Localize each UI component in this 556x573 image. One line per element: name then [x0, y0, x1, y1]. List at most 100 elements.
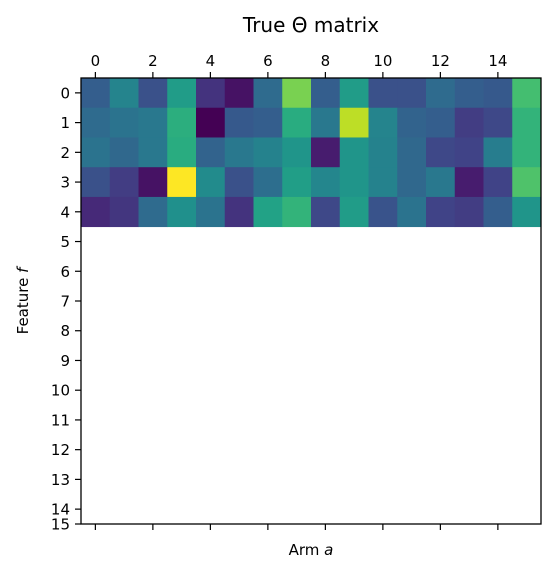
heatmap-cell-f0-a10	[369, 78, 398, 108]
y-tick-label: 9	[60, 352, 70, 370]
heatmap-cell-f0-a8	[311, 78, 340, 108]
y-tick-label: 5	[60, 233, 70, 251]
heatmap-cell-f2-a3	[167, 137, 196, 167]
heatmap-cell-f0-a0	[81, 78, 110, 108]
y-tick-label: 15	[51, 516, 70, 534]
heatmap-cell-f3-a11	[397, 167, 426, 197]
x-tick-label: 2	[148, 52, 158, 70]
heatmap-cell-f2-a6	[254, 137, 283, 167]
heatmap-cell-f1-a12	[426, 108, 455, 138]
heatmap-cell-f3-a5	[225, 167, 254, 197]
heatmap-cell-f1-a5	[225, 108, 254, 138]
heatmap-cell-f2-a14	[484, 137, 513, 167]
heatmap-cell-f2-a2	[139, 137, 168, 167]
heatmap-cell-f2-a15	[512, 137, 541, 167]
chart-title: True Θ matrix	[242, 13, 379, 37]
heatmap-cell-f1-a10	[369, 108, 398, 138]
heatmap-cell-f3-a8	[311, 167, 340, 197]
heatmap-cell-f1-a8	[311, 108, 340, 138]
heatmap-cell-f0-a4	[196, 78, 225, 108]
y-axis-label-prefix: Feature	[14, 273, 32, 334]
heatmap-cell-f1-a6	[254, 108, 283, 138]
heatmap-cell-f3-a2	[139, 167, 168, 197]
y-tick-label: 4	[60, 203, 70, 221]
x-tick-label: 14	[488, 52, 507, 70]
heatmap-cell-f4-a14	[484, 197, 513, 227]
heatmap-cell-f3-a6	[254, 167, 283, 197]
heatmap-cell-f4-a7	[282, 197, 311, 227]
y-tick-label: 3	[60, 174, 70, 192]
x-tick-label: 0	[91, 52, 101, 70]
heatmap-cell-f0-a6	[254, 78, 283, 108]
heatmap-cell-f1-a0	[81, 108, 110, 138]
heatmap-cell-f3-a15	[512, 167, 541, 197]
heatmap-cell-f4-a11	[397, 197, 426, 227]
y-tick-label: 13	[51, 471, 70, 489]
heatmap-cell-f0-a14	[484, 78, 513, 108]
heatmap-cell-f1-a4	[196, 108, 225, 138]
heatmap-cell-f1-a9	[340, 108, 369, 138]
y-tick-label: 6	[60, 263, 70, 281]
heatmap-cell-f1-a13	[455, 108, 484, 138]
heatmap-cell-f4-a2	[139, 197, 168, 227]
heatmap-cell-f3-a13	[455, 167, 484, 197]
y-axis-label-var: f	[14, 265, 32, 273]
heatmap-cell-f0-a9	[340, 78, 369, 108]
y-tick-label: 1	[60, 114, 70, 132]
heatmap-cell-f2-a7	[282, 137, 311, 167]
heatmap-cell-f0-a3	[167, 78, 196, 108]
heatmap-cell-f2-a9	[340, 137, 369, 167]
heatmap-cell-f2-a12	[426, 137, 455, 167]
x-tick-label: 12	[431, 52, 450, 70]
heatmap-cell-f3-a9	[340, 167, 369, 197]
y-tick-label: 8	[60, 322, 70, 340]
heatmap-cell-f0-a11	[397, 78, 426, 108]
heatmap-cell-f4-a0	[81, 197, 110, 227]
x-axis-label: Arm a	[289, 541, 334, 559]
heatmap-cell-f0-a13	[455, 78, 484, 108]
heatmap-cells	[81, 78, 541, 227]
x-tick-label: 4	[206, 52, 216, 70]
heatmap-cell-f4-a5	[225, 197, 254, 227]
heatmap-cell-f0-a5	[225, 78, 254, 108]
heatmap-cell-f3-a7	[282, 167, 311, 197]
heatmap-cell-f3-a10	[369, 167, 398, 197]
x-tick-label: 6	[263, 52, 273, 70]
heatmap-cell-f0-a2	[139, 78, 168, 108]
heatmap-cell-f4-a4	[196, 197, 225, 227]
heatmap-cell-f4-a10	[369, 197, 398, 227]
heatmap-cell-f1-a1	[110, 108, 139, 138]
heatmap-cell-f3-a14	[484, 167, 513, 197]
heatmap-cell-f1-a2	[139, 108, 168, 138]
heatmap-cell-f4-a13	[455, 197, 484, 227]
heatmap-cell-f3-a3	[167, 167, 196, 197]
heatmap-cell-f1-a7	[282, 108, 311, 138]
y-tick-label: 10	[51, 382, 70, 400]
heatmap-cell-f1-a15	[512, 108, 541, 138]
heatmap-cell-f3-a1	[110, 167, 139, 197]
heatmap-cell-f2-a5	[225, 137, 254, 167]
y-tick-label: 7	[60, 293, 70, 311]
heatmap-cell-f1-a11	[397, 108, 426, 138]
heatmap-cell-f1-a3	[167, 108, 196, 138]
heatmap-cell-f3-a0	[81, 167, 110, 197]
heatmap-cell-f2-a11	[397, 137, 426, 167]
heatmap-cell-f4-a12	[426, 197, 455, 227]
heatmap-cell-f0-a12	[426, 78, 455, 108]
y-tick-label: 2	[60, 144, 70, 162]
heatmap-cell-f0-a1	[110, 78, 139, 108]
heatmap-cell-f2-a13	[455, 137, 484, 167]
heatmap-cell-f4-a3	[167, 197, 196, 227]
y-axis-label: Feature f	[14, 265, 32, 334]
heatmap-cell-f3-a12	[426, 167, 455, 197]
y-tick-label: 12	[51, 441, 70, 459]
heatmap-cell-f4-a8	[311, 197, 340, 227]
y-tick-label: 0	[60, 84, 70, 102]
heatmap-cell-f0-a15	[512, 78, 541, 108]
heatmap-cell-f2-a10	[369, 137, 398, 167]
heatmap-cell-f4-a1	[110, 197, 139, 227]
heatmap-cell-f3-a4	[196, 167, 225, 197]
heatmap-cell-f2-a0	[81, 137, 110, 167]
heatmap-cell-f1-a14	[484, 108, 513, 138]
